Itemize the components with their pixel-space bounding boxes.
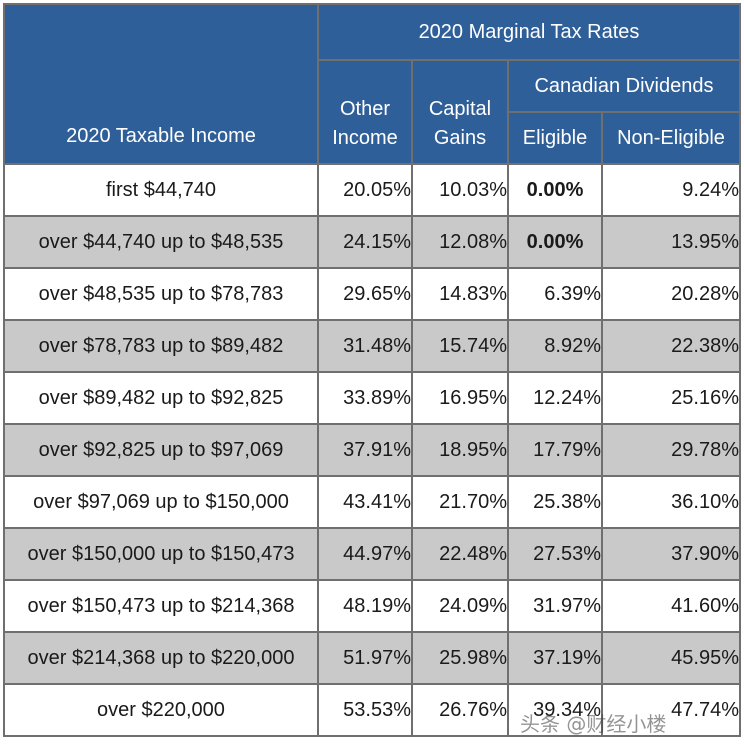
eligible-dividend-rate: 39.34% — [507, 683, 603, 737]
table-row: over $150,473 up to $214,368 48.19% 24.0… — [3, 579, 741, 633]
capital-gains-rate: 15.74% — [411, 319, 509, 373]
capital-gains-rate: 26.76% — [411, 683, 509, 737]
income-bracket: over $97,069 up to $150,000 — [3, 475, 319, 529]
capital-gains-rate: 21.70% — [411, 475, 509, 529]
other-income-rate: 37.91% — [317, 423, 413, 477]
capital-gains-rate: 16.95% — [411, 371, 509, 425]
table-row: over $44,740 up to $48,535 24.15% 12.08%… — [3, 215, 741, 269]
eligible-dividend-rate: 6.39% — [507, 267, 603, 321]
non-eligible-dividend-rate: 45.95% — [601, 631, 741, 685]
non-eligible-dividend-rate: 9.24% — [601, 163, 741, 217]
table-row: over $78,783 up to $89,482 31.48% 15.74%… — [3, 319, 741, 373]
non-eligible-dividend-rate: 25.16% — [601, 371, 741, 425]
capital-gains-header: Capital Gains — [411, 59, 509, 165]
table-row: first $44,740 20.05% 10.03% 0.00% 9.24% — [3, 163, 741, 217]
other-income-rate: 51.97% — [317, 631, 413, 685]
capital-gains-rate: 12.08% — [411, 215, 509, 269]
other-income-rate: 44.97% — [317, 527, 413, 581]
capital-gains-rate: 18.95% — [411, 423, 509, 477]
table-row: over $214,368 up to $220,000 51.97% 25.9… — [3, 631, 741, 685]
income-bracket: first $44,740 — [3, 163, 319, 217]
capital-gains-rate: 22.48% — [411, 527, 509, 581]
non-eligible-dividend-rate: 47.74% — [601, 683, 741, 737]
eligible-dividend-rate: 37.19% — [507, 631, 603, 685]
eligible-header: Eligible — [507, 111, 603, 165]
capital-gains-rate: 10.03% — [411, 163, 509, 217]
non-eligible-dividend-rate: 13.95% — [601, 215, 741, 269]
other-income-rate: 48.19% — [317, 579, 413, 633]
eligible-dividend-rate: 0.00% — [507, 163, 603, 217]
other-income-rate: 29.65% — [317, 267, 413, 321]
income-bracket: over $48,535 up to $78,783 — [3, 267, 319, 321]
non-eligible-header: Non-Eligible — [601, 111, 741, 165]
other-income-rate: 31.48% — [317, 319, 413, 373]
table-row: over $89,482 up to $92,825 33.89% 16.95%… — [3, 371, 741, 425]
table-row: over $48,535 up to $78,783 29.65% 14.83%… — [3, 267, 741, 321]
tax-rate-rows: first $44,740 20.05% 10.03% 0.00% 9.24% … — [3, 163, 741, 737]
income-bracket: over $150,473 up to $214,368 — [3, 579, 319, 633]
eligible-dividend-rate: 17.79% — [507, 423, 603, 477]
eligible-dividend-rate: 27.53% — [507, 527, 603, 581]
eligible-dividend-rate: 8.92% — [507, 319, 603, 373]
capital-gains-rate: 24.09% — [411, 579, 509, 633]
table-row: over $220,000 53.53% 26.76% 39.34% 47.74… — [3, 683, 741, 737]
tax-rate-table: 2020 Taxable Income 2020 Marginal Tax Ra… — [3, 3, 741, 737]
income-bracket: over $78,783 up to $89,482 — [3, 319, 319, 373]
income-bracket: over $214,368 up to $220,000 — [3, 631, 319, 685]
income-bracket: over $150,000 up to $150,473 — [3, 527, 319, 581]
non-eligible-dividend-rate: 22.38% — [601, 319, 741, 373]
other-income-header: Other Income — [317, 59, 413, 165]
eligible-dividend-rate: 25.38% — [507, 475, 603, 529]
non-eligible-dividend-rate: 29.78% — [601, 423, 741, 477]
table-row: over $92,825 up to $97,069 37.91% 18.95%… — [3, 423, 741, 477]
taxable-income-header: 2020 Taxable Income — [3, 3, 319, 165]
income-bracket: over $220,000 — [3, 683, 319, 737]
non-eligible-dividend-rate: 41.60% — [601, 579, 741, 633]
other-income-rate: 43.41% — [317, 475, 413, 529]
other-income-rate: 33.89% — [317, 371, 413, 425]
other-income-rate: 53.53% — [317, 683, 413, 737]
capital-gains-rate: 25.98% — [411, 631, 509, 685]
eligible-dividend-rate: 0.00% — [507, 215, 603, 269]
eligible-dividend-rate: 12.24% — [507, 371, 603, 425]
watermark: 头条 @财经小楼 — [520, 712, 667, 736]
non-eligible-dividend-rate: 37.90% — [601, 527, 741, 581]
income-bracket: over $89,482 up to $92,825 — [3, 371, 319, 425]
canadian-dividends-header: Canadian Dividends — [507, 59, 741, 113]
capital-gains-rate: 14.83% — [411, 267, 509, 321]
table-row: over $150,000 up to $150,473 44.97% 22.4… — [3, 527, 741, 581]
non-eligible-dividend-rate: 20.28% — [601, 267, 741, 321]
table-row: over $97,069 up to $150,000 43.41% 21.70… — [3, 475, 741, 529]
income-bracket: over $92,825 up to $97,069 — [3, 423, 319, 477]
non-eligible-dividend-rate: 36.10% — [601, 475, 741, 529]
marginal-rates-title: 2020 Marginal Tax Rates — [317, 3, 741, 61]
other-income-rate: 20.05% — [317, 163, 413, 217]
other-income-rate: 24.15% — [317, 215, 413, 269]
eligible-dividend-rate: 31.97% — [507, 579, 603, 633]
income-bracket: over $44,740 up to $48,535 — [3, 215, 319, 269]
